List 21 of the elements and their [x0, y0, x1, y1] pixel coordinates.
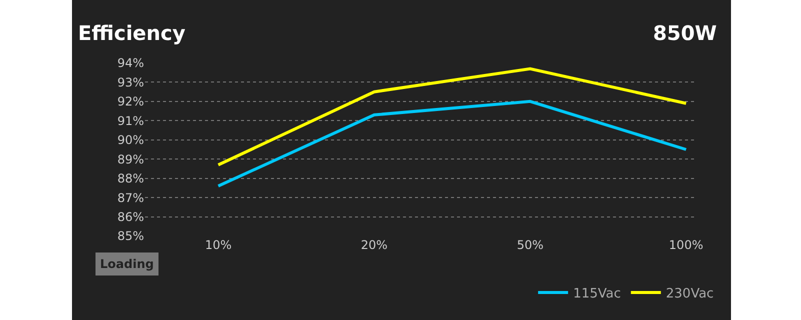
- legend-label: 230Vac: [666, 286, 714, 302]
- y-tick-label: 94%: [117, 56, 144, 70]
- line-series: [216, 67, 688, 166]
- y-tick-label: 85%: [117, 229, 144, 244]
- x-tick-label: 20%: [360, 238, 388, 252]
- y-tick-label: 86%: [117, 210, 144, 224]
- x-axis-title: Loading: [100, 257, 154, 271]
- x-tick-label: 100%: [668, 238, 704, 252]
- y-tick-label: 87%: [117, 190, 144, 205]
- x-tick-label: 50%: [516, 238, 544, 252]
- y-tick-label: 91%: [117, 114, 144, 128]
- legend-label: 115Vac: [573, 286, 621, 302]
- y-tick-label: 92%: [117, 94, 144, 109]
- line-series: [216, 100, 688, 188]
- y-tick-label: 89%: [117, 152, 144, 166]
- x-tick-label: 10%: [204, 238, 232, 252]
- chart-title: Efficiency: [78, 21, 186, 45]
- y-tick-label: 93%: [117, 75, 144, 90]
- y-tick-label: 90%: [117, 133, 144, 148]
- chart-subtitle: 850W: [653, 21, 717, 45]
- y-tick-label: 88%: [117, 172, 144, 186]
